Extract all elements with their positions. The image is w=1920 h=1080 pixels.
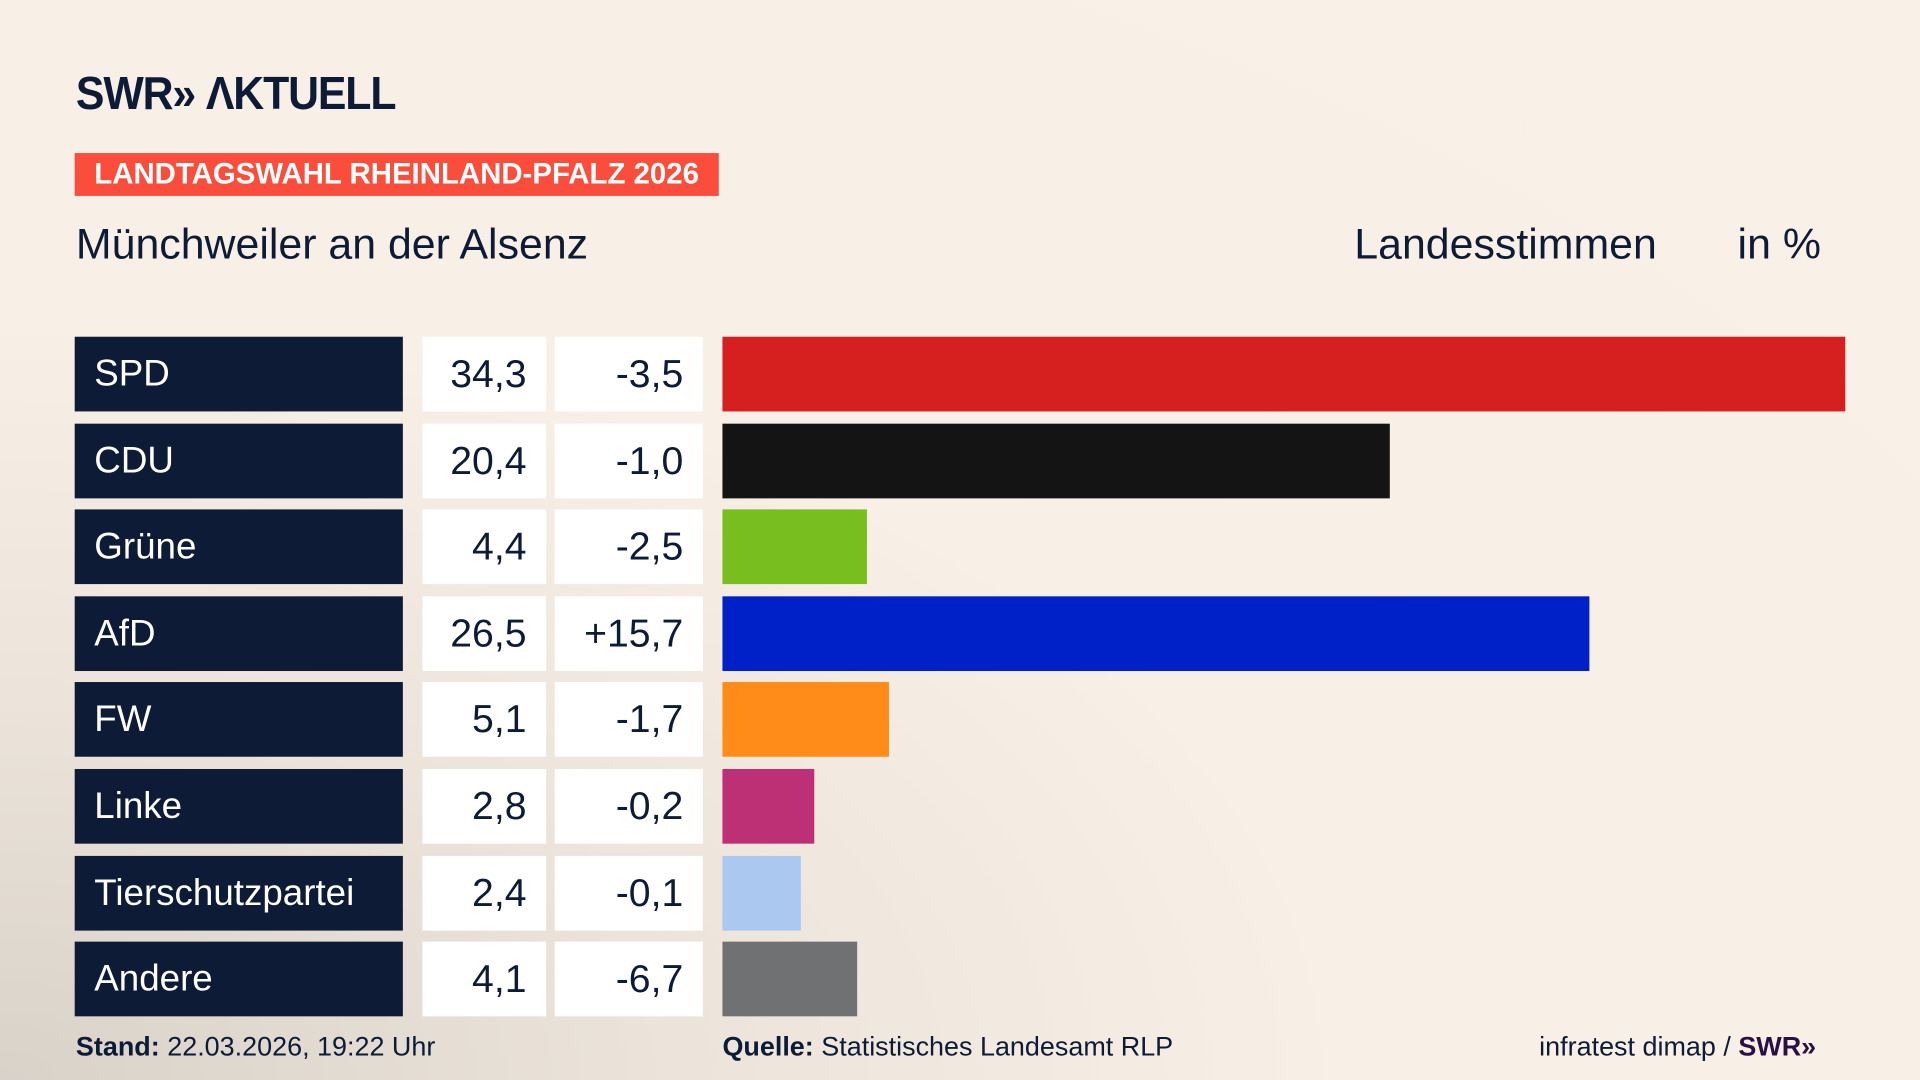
- diff-label: -6,7: [554, 941, 703, 1017]
- vote-type-label: Landesstimmen: [1354, 220, 1657, 269]
- party-label: Grüne: [74, 509, 403, 585]
- bar-row: FW 5,1 -1,7: [0, 682, 1920, 758]
- bar: [722, 768, 815, 844]
- bar: [722, 509, 867, 585]
- value-label: 34,3: [422, 336, 547, 412]
- value-label: 4,1: [422, 941, 547, 1017]
- bar: [722, 682, 890, 758]
- swr-aktuell-logo: SWR» ΛKTUELL: [75, 68, 397, 121]
- region-title: Münchweiler an der Alsenz: [75, 220, 589, 269]
- diff-label: -1,0: [554, 423, 703, 498]
- value-label: 5,1: [422, 682, 547, 758]
- stand-label: Stand:: [75, 1031, 160, 1062]
- bar: [722, 423, 1391, 498]
- party-label: FW: [74, 682, 403, 758]
- bar-row: Tierschutzpartei 2,4 -0,1: [0, 855, 1920, 931]
- bar-row: AfD 26,5 +15,7: [0, 596, 1920, 671]
- bar-row: Andere 4,1 -6,7: [0, 941, 1920, 1017]
- diff-label: -1,7: [554, 682, 703, 758]
- value-label: 20,4: [422, 423, 547, 498]
- value-label: 2,8: [422, 768, 547, 844]
- value-label: 26,5: [422, 596, 547, 671]
- diff-label: +15,7: [554, 596, 703, 671]
- bar-row: CDU 20,4 -1,0: [0, 423, 1920, 498]
- bar: [722, 941, 857, 1017]
- bar-row: Grüne 4,4 -2,5: [0, 509, 1920, 585]
- party-label: Linke: [74, 768, 403, 844]
- election-badge: LANDTAGSWAHL RHEINLAND-PFALZ 2026: [74, 153, 719, 196]
- value-label: 4,4: [422, 509, 547, 585]
- swr-logo: SWR»: [1738, 1031, 1817, 1062]
- party-label: AfD: [74, 596, 403, 671]
- diff-label: -2,5: [554, 509, 703, 585]
- bar-row: SPD 34,3 -3,5: [0, 336, 1920, 412]
- value-label: 2,4: [422, 855, 547, 931]
- credit-text: infratest dimap /: [1539, 1031, 1731, 1062]
- unit-label: in %: [1737, 220, 1821, 269]
- diff-label: -0,2: [554, 768, 703, 844]
- source: Quelle: Statistisches Landesamt RLP: [722, 1031, 1173, 1063]
- timestamp: Stand: 22.03.2026, 19:22 Uhr: [76, 1031, 435, 1063]
- bar: [722, 336, 1846, 412]
- credit: infratest dimap / SWR»: [1539, 1031, 1816, 1063]
- source-value: Statistisches Landesamt RLP: [821, 1031, 1174, 1062]
- diff-label: -0,1: [554, 855, 703, 931]
- bar-row: Linke 2,8 -0,2: [0, 768, 1920, 844]
- party-label: Tierschutzpartei: [74, 855, 403, 931]
- diff-label: -3,5: [554, 336, 703, 412]
- party-label: CDU: [74, 423, 403, 498]
- party-label: Andere: [74, 941, 403, 1017]
- source-label: Quelle:: [722, 1031, 814, 1062]
- party-label: SPD: [74, 336, 403, 412]
- bar: [722, 855, 802, 931]
- stand-value: 22.03.2026, 19:22 Uhr: [167, 1031, 436, 1062]
- bar: [722, 596, 1590, 671]
